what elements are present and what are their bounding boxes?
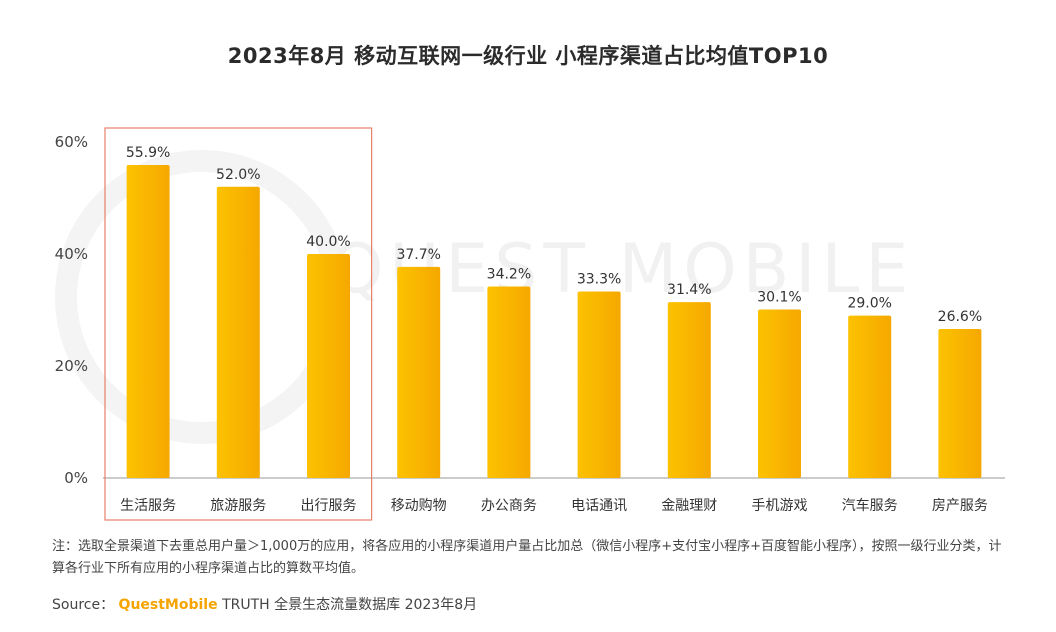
y-tick-label: 20% [55, 357, 88, 375]
bar [397, 266, 441, 478]
footnote: 注：选取全景渠道下去重总用户量＞1,000万的应用，将各应用的小程序渠道用户量占… [52, 539, 1002, 576]
x-tick-label: 房产服务 [932, 498, 988, 514]
source-line: Source： QuestMobile TRUTH 全景生态流量数据库 2023… [52, 594, 477, 614]
data-label: 55.9% [126, 145, 170, 161]
data-label: 26.6% [938, 309, 982, 325]
bar [126, 164, 170, 478]
bar [307, 254, 350, 478]
source-text: TRUTH 全景生态流量数据库 2023年8月 [222, 597, 478, 613]
bar [216, 186, 260, 479]
x-tick-label: 办公商务 [481, 498, 537, 514]
y-tick-label: 40% [55, 245, 88, 263]
data-label: 29.0% [847, 296, 891, 312]
source-brand: QuestMobile [118, 597, 218, 613]
bar [577, 291, 621, 478]
x-tick-label: 生活服务 [120, 498, 176, 514]
x-tick-label: 电话通讯 [571, 498, 627, 514]
x-tick-label: 汽车服务 [842, 497, 898, 514]
data-label: 30.1% [757, 289, 801, 305]
y-tick-label: 60% [55, 133, 88, 151]
bar-chart: 0% 20% 40% 60% 55.9% 生活服务 52.0% 旅游服务 40.0% 出行服务 37… [55, 127, 1005, 521]
x-tick-label: 移动购物 [391, 498, 447, 514]
x-tick-label: 手机游戏 [752, 498, 808, 514]
bar [938, 329, 982, 478]
x-tick-label: 旅游服务 [210, 498, 266, 514]
bar [667, 302, 711, 478]
data-label: 34.2% [487, 266, 531, 282]
data-label: 40.0% [306, 234, 350, 250]
bar [758, 309, 801, 478]
data-label: 52.0% [216, 167, 260, 183]
highlight-box [104, 127, 373, 521]
bar [487, 286, 531, 478]
x-tick-label: 出行服务 [301, 498, 357, 514]
x-tick-label: 金融理财 [661, 498, 717, 514]
data-label: 33.3% [577, 272, 621, 288]
bar [848, 315, 892, 478]
chart-title: 2023年8月 移动互联网一级行业 小程序渠道占比均值TOP10 [227, 44, 829, 68]
data-label: 31.4% [667, 282, 711, 298]
data-label: 37.7% [396, 247, 440, 263]
y-tick-label: 0% [64, 469, 88, 487]
source-label: Source： [52, 597, 115, 613]
